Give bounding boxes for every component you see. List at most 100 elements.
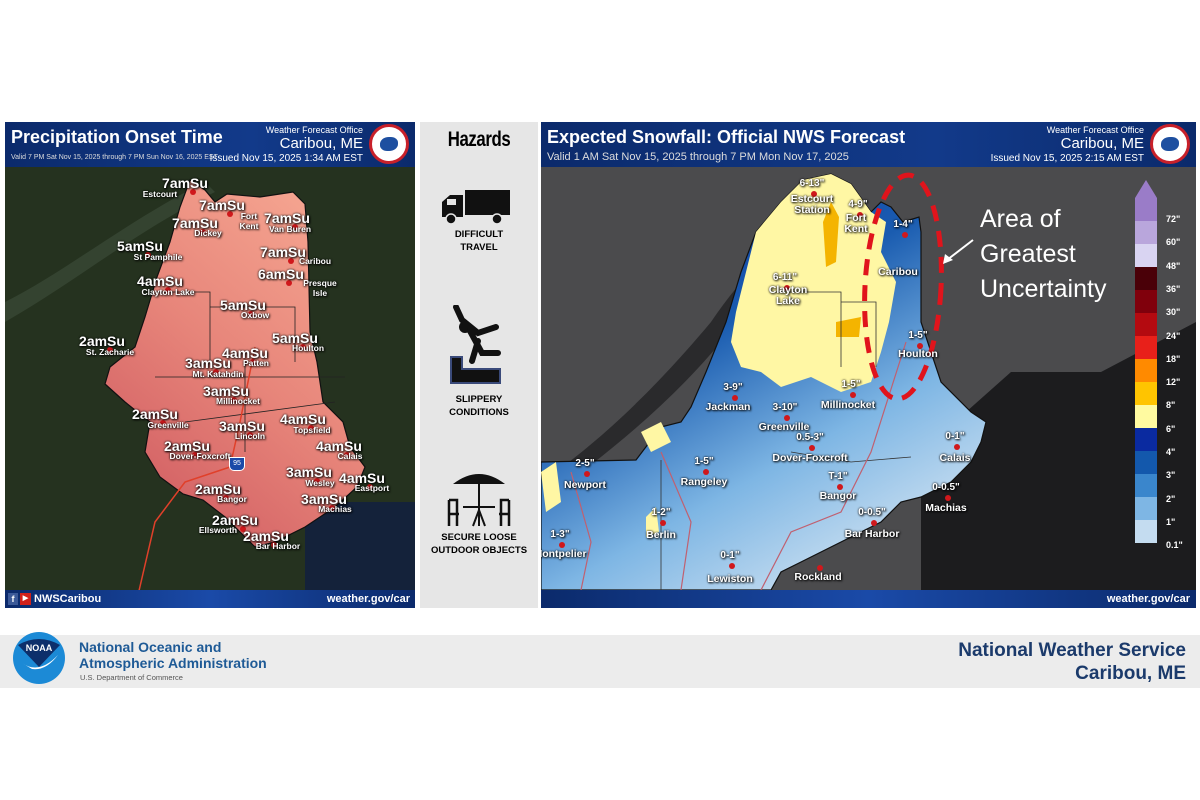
snowfall-amount-label: 0-1" bbox=[945, 431, 965, 442]
snowfall-place-label: Dover-Foxcroft bbox=[772, 452, 848, 464]
snowfall-place-label: Rangeley bbox=[680, 476, 728, 488]
agency-footer-band: NOAA National Oceanic and Atmospheric Adm… bbox=[0, 632, 1200, 688]
location-dot bbox=[954, 444, 960, 450]
onset-time-label: 7amSu bbox=[199, 197, 245, 213]
legend-swatch bbox=[1135, 382, 1157, 405]
onset-map bbox=[5, 122, 415, 608]
onset-place-label: Wesley bbox=[305, 478, 335, 488]
legend-swatch bbox=[1135, 267, 1157, 290]
onset-footer: f ▶ NWSCaribou weather.gov/car bbox=[5, 590, 415, 608]
onset-time-label: 7amSu bbox=[264, 210, 310, 226]
social-handle[interactable]: NWSCaribou bbox=[34, 593, 102, 605]
office-label: Weather Forecast Office bbox=[1046, 125, 1144, 135]
panel-title: Precipitation Onset Time bbox=[11, 127, 223, 147]
uncertainty-outline bbox=[862, 172, 944, 402]
youtube-icon[interactable]: ▶ bbox=[20, 593, 31, 605]
website-link[interactable]: weather.gov/car bbox=[1106, 593, 1190, 605]
snowfall-place-label: Lewiston bbox=[707, 573, 753, 585]
precip-onset-panel: Precipitation Onset Time Valid 7 PM Sat … bbox=[5, 122, 415, 608]
legend-label: 18" bbox=[1166, 353, 1181, 364]
legend-swatch bbox=[1135, 497, 1157, 520]
nws-office-name: National Weather Service Caribou, ME bbox=[958, 640, 1186, 684]
onset-time-label: 2amSu bbox=[243, 528, 289, 544]
snowfall-amount-label: 0-0.5" bbox=[858, 507, 886, 518]
onset-time-label: 5amSu bbox=[220, 297, 266, 313]
hazards-title: Hazards bbox=[447, 128, 511, 151]
noaa-logo-text: NOAA bbox=[26, 643, 53, 653]
location-dot bbox=[784, 285, 790, 291]
legend-swatch bbox=[1135, 244, 1157, 267]
location-dot bbox=[227, 211, 233, 217]
snowfall-place-label: Greenville bbox=[758, 421, 810, 433]
onset-place-label: Mt. Katahdin bbox=[192, 369, 244, 379]
snowfall-amount-label: T-1" bbox=[828, 471, 848, 482]
legend-label: 60" bbox=[1166, 237, 1181, 248]
location-dot bbox=[300, 344, 306, 350]
snowfall-amount-label: 3-10" bbox=[772, 402, 798, 413]
location-dot bbox=[817, 565, 823, 571]
panel-title: Expected Snowfall: Official NWS Forecast bbox=[547, 127, 906, 147]
location-dot bbox=[809, 445, 815, 451]
facebook-icon[interactable]: f bbox=[8, 593, 18, 605]
location-dot bbox=[837, 484, 843, 490]
snowfall-amount-label: 0-0.5" bbox=[932, 482, 960, 493]
location-dot bbox=[190, 189, 196, 195]
location-dot bbox=[917, 343, 923, 349]
onset-place-label: Machias bbox=[318, 504, 352, 514]
snowfall-header: Expected Snowfall: Official NWS Forecast… bbox=[541, 122, 1196, 167]
location-dot bbox=[308, 425, 314, 431]
location-dot bbox=[902, 232, 908, 238]
nws-seal-icon bbox=[369, 124, 409, 164]
onset-time-label: 4amSu bbox=[222, 345, 268, 361]
issued-time: Issued Nov 15, 2025 1:34 AM EST bbox=[209, 153, 363, 164]
legend-label: 24" bbox=[1166, 330, 1181, 341]
snowfall-place-label: Bar Harbor bbox=[844, 528, 900, 540]
location-dot bbox=[584, 471, 590, 477]
onset-time-label: 3amSu bbox=[185, 355, 231, 371]
hazard-label-difficult-travel: DIFFICULT TRAVEL bbox=[454, 229, 504, 253]
onset-place-label: Caribou bbox=[298, 256, 332, 266]
location-dot bbox=[200, 229, 206, 235]
location-dot bbox=[192, 452, 198, 458]
onset-header: Precipitation Onset Time Valid 7 PM Sat … bbox=[5, 122, 415, 167]
snowfall-place-label: Calais bbox=[939, 452, 971, 464]
onset-place-label: Greenville bbox=[147, 420, 189, 430]
snowfall-amount-label: 3-9" bbox=[723, 382, 743, 393]
website-link[interactable]: weather.gov/car bbox=[326, 593, 410, 605]
snowfall-place-label: Berlin bbox=[646, 529, 676, 541]
location-dot bbox=[857, 212, 863, 218]
snowfall-amount-label: 1-4" bbox=[893, 219, 913, 230]
onset-time-label: 3amSu bbox=[219, 418, 265, 434]
snowfall-place-label: Caribou bbox=[878, 266, 918, 278]
location-dot bbox=[703, 469, 709, 475]
legend-label: 8" bbox=[1166, 400, 1176, 411]
location-dot bbox=[248, 311, 254, 317]
slipping-person-icon bbox=[450, 305, 501, 384]
snowfall-amount-label: 1-5" bbox=[694, 456, 714, 467]
onset-time-label: 2amSu bbox=[164, 438, 210, 454]
legend-arrow-icon bbox=[1135, 180, 1157, 198]
snowfall-place-label: Machias bbox=[925, 502, 967, 514]
snowfall-amount-label: 1-3" bbox=[550, 529, 570, 540]
legend-swatch bbox=[1135, 221, 1157, 244]
onset-place-label: Ellsworth bbox=[198, 525, 238, 535]
snowfall-place-label: Montpelier bbox=[541, 548, 587, 560]
hazard-label-slippery: SLIPPERY CONDITIONS bbox=[449, 394, 509, 418]
legend-swatch bbox=[1135, 198, 1157, 221]
onset-time-label: 2amSu bbox=[79, 333, 125, 349]
location-dot bbox=[367, 484, 373, 490]
valid-period: Valid 1 AM Sat Nov 15, 2025 through 7 PM… bbox=[547, 151, 849, 163]
legend-swatch bbox=[1135, 474, 1157, 497]
location-dot bbox=[165, 287, 171, 293]
legend-swatch bbox=[1135, 359, 1157, 382]
legend-label: 3" bbox=[1166, 470, 1176, 481]
onset-time-label: 2amSu bbox=[132, 406, 178, 422]
onset-place-label: Houlton bbox=[291, 343, 325, 353]
onset-place-label: Eastport bbox=[354, 483, 390, 493]
legend-swatch bbox=[1135, 451, 1157, 474]
onset-time-label: 2amSu bbox=[195, 481, 241, 497]
hazards-panel: Hazards DIFFICULT TRAVEL SLIPPERY CONDITIO… bbox=[420, 122, 538, 608]
legend-label: 1" bbox=[1166, 516, 1176, 527]
snowfall-amount-label: 2-5" bbox=[575, 458, 595, 469]
noaa-logo: NOAA bbox=[13, 632, 65, 684]
